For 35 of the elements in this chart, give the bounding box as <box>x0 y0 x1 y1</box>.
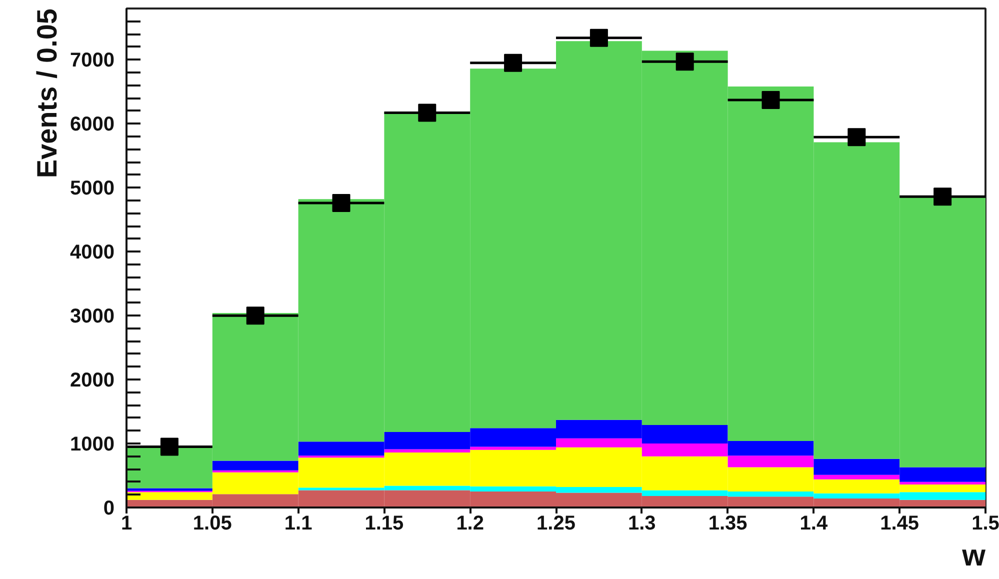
y-tick-label: 5000 <box>70 178 115 200</box>
x-tick-label: 1.35 <box>708 512 748 534</box>
point <box>934 188 952 206</box>
x-tick-label: 1.15 <box>364 512 404 534</box>
x-tick-label: 1.45 <box>880 512 920 534</box>
point <box>246 306 264 325</box>
y-tick-label: 1000 <box>70 434 115 456</box>
x-tick-label: 1.1 <box>284 512 312 534</box>
bar <box>126 488 212 491</box>
point <box>160 438 178 456</box>
x-tick-label: 1.4 <box>800 512 828 534</box>
x-tick-label: 1.05 <box>192 512 232 534</box>
y-tick-label: 0 <box>103 498 114 520</box>
point <box>418 104 436 122</box>
point <box>504 54 522 72</box>
point <box>332 194 350 212</box>
y-tick-label: 7000 <box>70 50 115 72</box>
x-axis-title: w <box>961 540 986 572</box>
x-tick-label: 1.5 <box>972 512 999 534</box>
bar <box>900 482 986 484</box>
bar <box>212 460 298 470</box>
x-tick-label: 1.3 <box>628 512 656 534</box>
y-tick-label: 6000 <box>70 114 115 136</box>
point <box>762 90 780 109</box>
y-axis-title: Events / 0.05 <box>32 8 62 178</box>
bar <box>814 474 900 480</box>
x-tick-label: 1.2 <box>456 512 484 534</box>
x-tick-label: 1.25 <box>536 512 576 534</box>
x-tick-label: 1 <box>120 512 132 534</box>
y-tick-label: 3000 <box>70 306 115 328</box>
y-tick-label: 2000 <box>70 370 115 392</box>
y-tick-label: 4000 <box>70 242 115 264</box>
point <box>590 28 608 47</box>
point <box>676 52 694 71</box>
point <box>848 128 866 146</box>
